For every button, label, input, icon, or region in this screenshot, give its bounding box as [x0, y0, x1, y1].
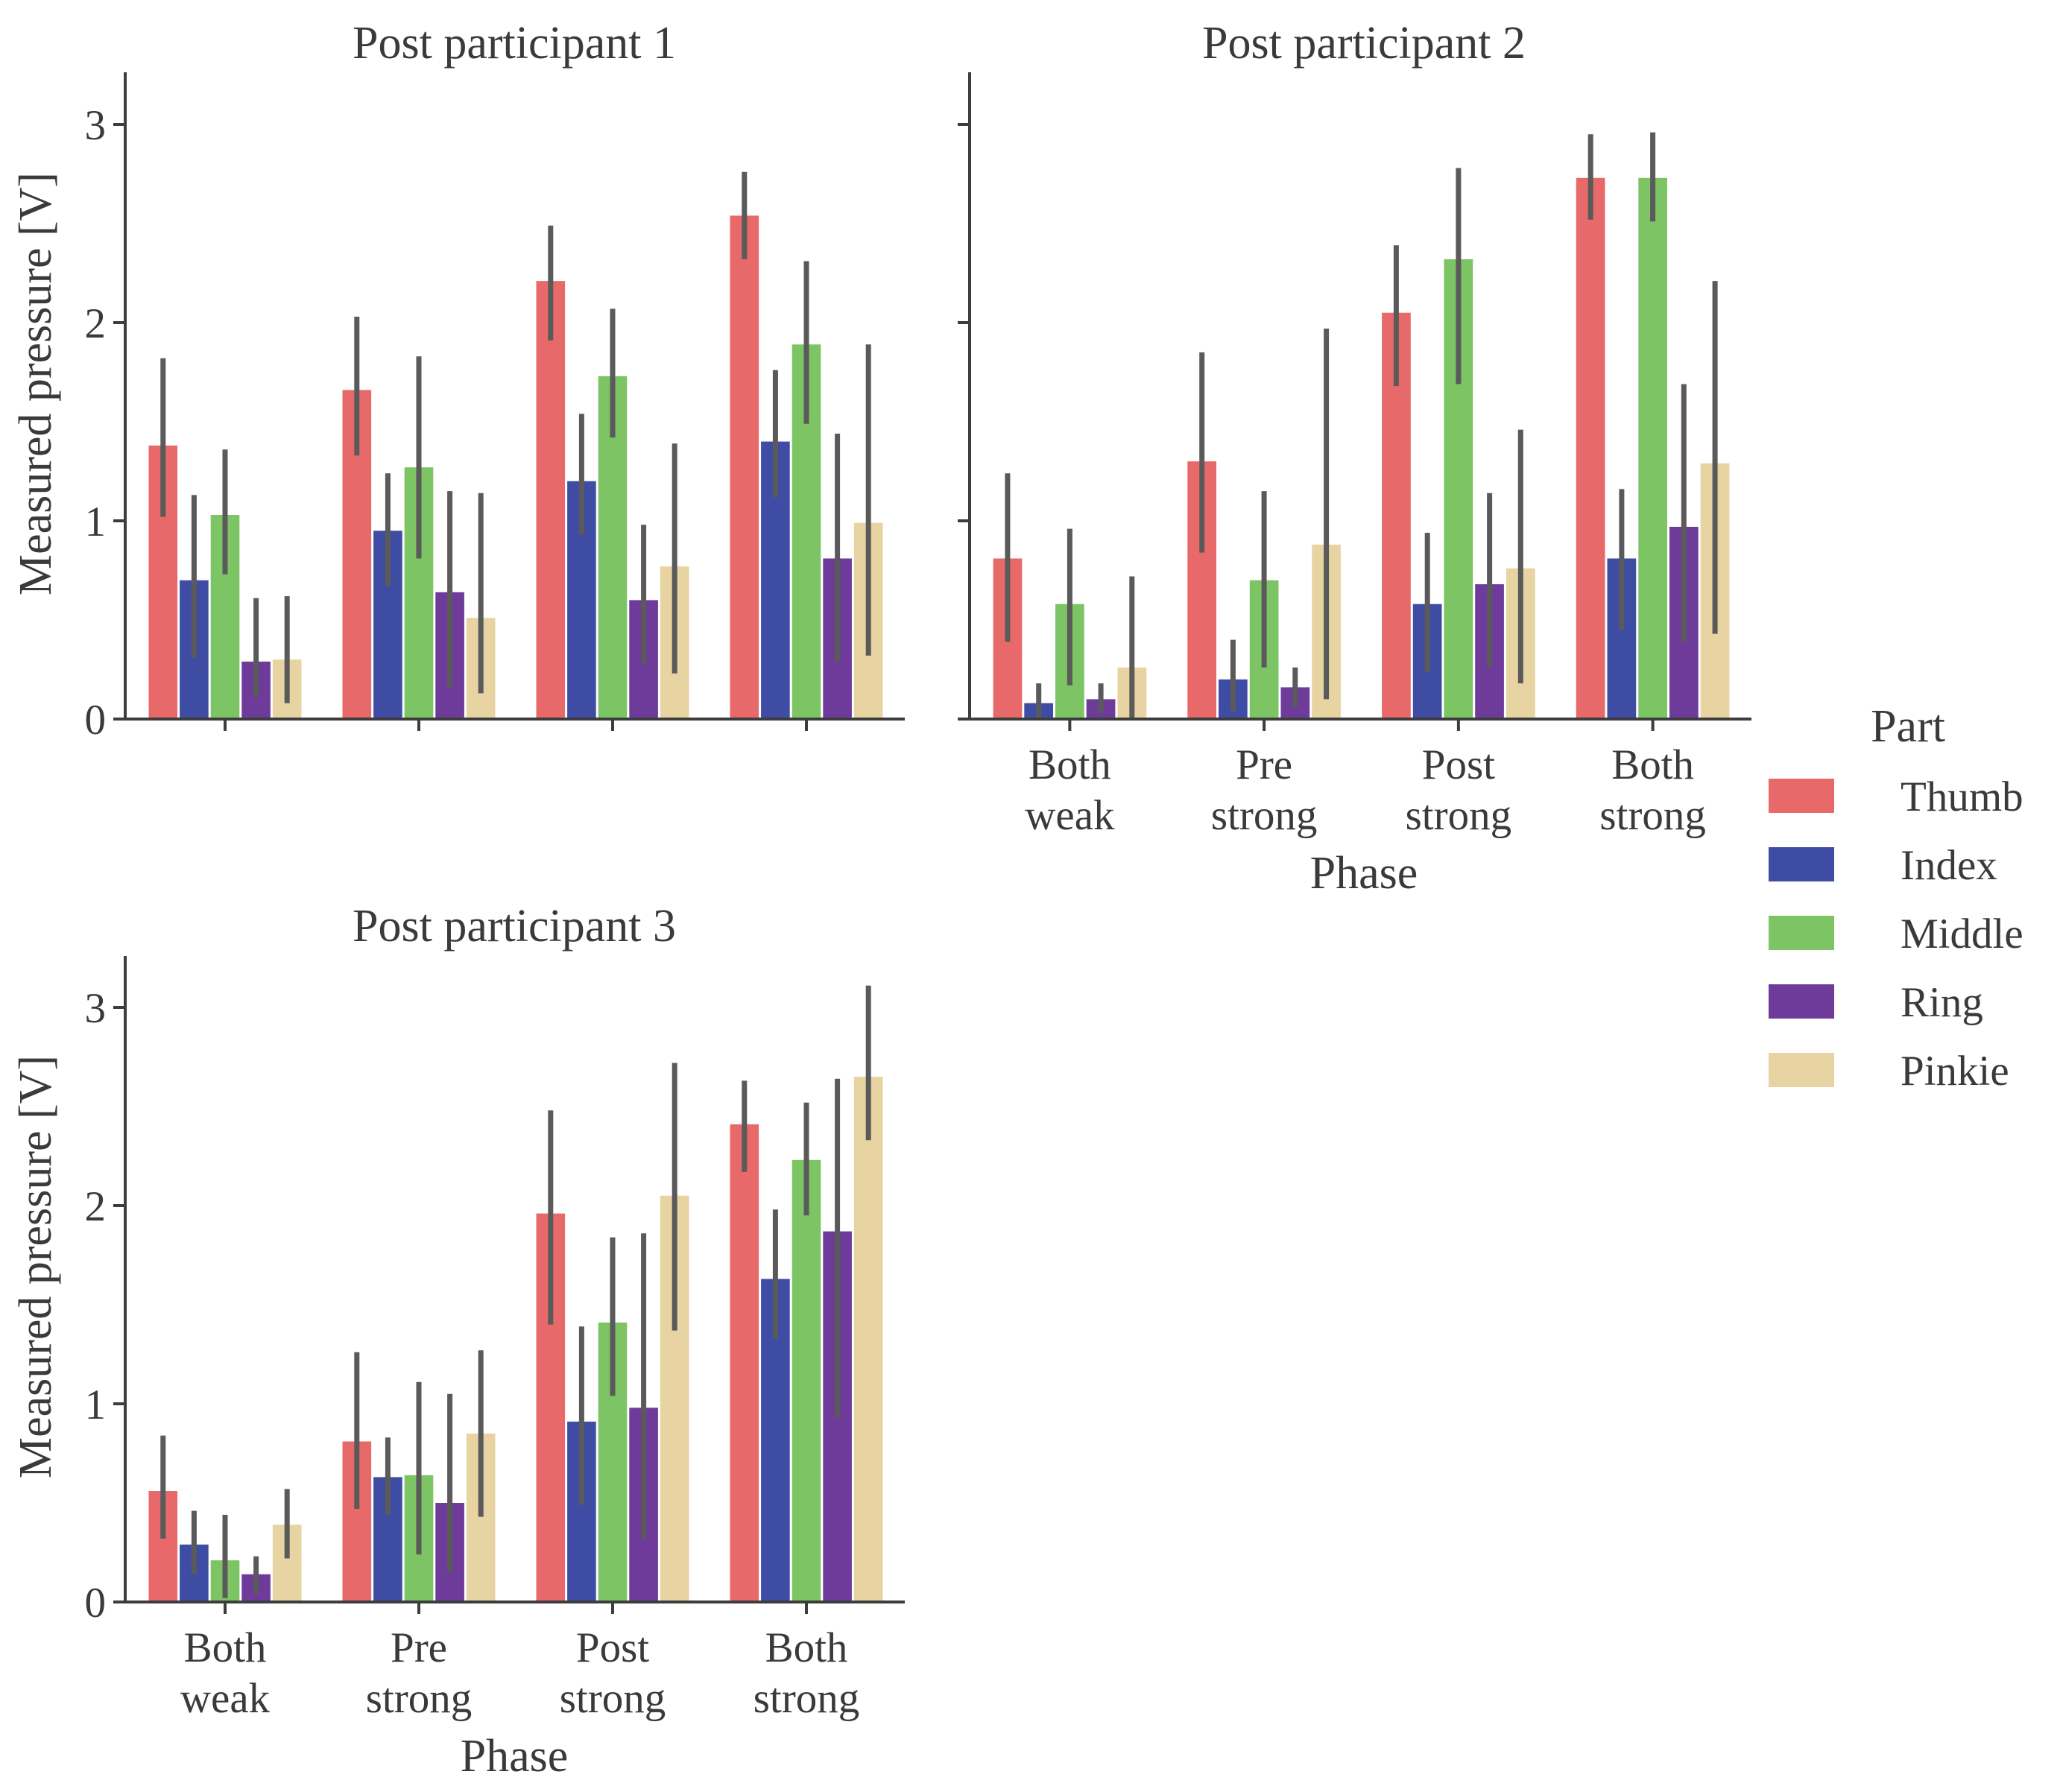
panel-3-title: Post participant 3: [353, 901, 676, 952]
bar-thumb-both-strong: [730, 1124, 759, 1602]
legend-swatch-ring: [1769, 984, 1834, 1019]
bar-pinkie-both-strong: [853, 1077, 883, 1602]
x-tick-label: Both strong: [753, 1624, 860, 1722]
bar-thumb-post-strong: [536, 281, 566, 720]
panel-2-plot: Both weak Pre strong Post strong Both strong: [958, 72, 1751, 839]
legend-label-index: Index: [1901, 842, 1997, 889]
legend-label-middle: Middle: [1901, 911, 2023, 957]
panel-1-title: Post participant 1: [353, 18, 676, 69]
panel-3-xlabel: Phase: [461, 1731, 569, 1782]
bar-thumb-both-strong: [730, 215, 759, 719]
legend: Part Thumb Index Middle Ring Pinkie: [1769, 701, 2023, 1095]
bar-middle-both-strong: [792, 1159, 821, 1602]
y-tick-label: 2: [85, 300, 107, 347]
x-tick-label: Post strong: [1406, 741, 1512, 839]
x-tick-label: Both weak: [1025, 741, 1115, 839]
legend-label-thumb: Thumb: [1901, 773, 2023, 820]
x-tick-label: Pre strong: [366, 1624, 473, 1722]
panel-2-title: Post participant 2: [1202, 18, 1526, 69]
panel-1-ylabel: Measured pressure [V]: [10, 172, 61, 595]
panel-2-xlabel: Phase: [1310, 848, 1418, 899]
legend-swatch-thumb: [1769, 779, 1834, 813]
legend-label-pinkie: Pinkie: [1901, 1048, 2009, 1095]
x-tick-label: Pre strong: [1211, 741, 1318, 839]
legend-swatch-pinkie: [1769, 1053, 1834, 1087]
legend-title: Part: [1871, 701, 1945, 752]
y-tick-label: 1: [85, 498, 107, 545]
y-tick-label: 3: [85, 102, 107, 149]
y-tick-label: 0: [85, 1580, 107, 1627]
legend-swatch-index: [1769, 847, 1834, 881]
bar-middle-both-strong: [1638, 177, 1667, 720]
legend-swatch-middle: [1769, 916, 1834, 950]
panel-participant-2: Post participant 2 Phase Both weak Pre stro…: [958, 18, 1751, 899]
panel-1-plot: 0 1 2 3: [85, 72, 905, 744]
x-tick-label: Post strong: [560, 1624, 666, 1722]
y-tick-label: 3: [85, 985, 107, 1032]
panel-participant-1: Post participant 1 Measured pressure [V]…: [10, 18, 905, 744]
x-tick-label: Both weak: [180, 1624, 271, 1722]
panel-3-plot: 0 1 2 3 Both weak Pre strong Post strong Both stron…: [85, 956, 905, 1722]
y-tick-label: 1: [85, 1381, 107, 1428]
y-tick-label: 0: [85, 697, 107, 744]
legend-items: Thumb Index Middle Ring Pinkie: [1769, 773, 2023, 1095]
x-tick-label: Both strong: [1599, 741, 1706, 839]
panel-3-ylabel: Measured pressure [V]: [10, 1055, 61, 1478]
y-tick-label: 2: [85, 1183, 107, 1230]
panel-participant-3: Post participant 3 Measured pressure [V]…: [10, 901, 905, 1782]
legend-label-ring: Ring: [1901, 979, 1983, 1026]
bar-thumb-both-strong: [1576, 177, 1605, 720]
